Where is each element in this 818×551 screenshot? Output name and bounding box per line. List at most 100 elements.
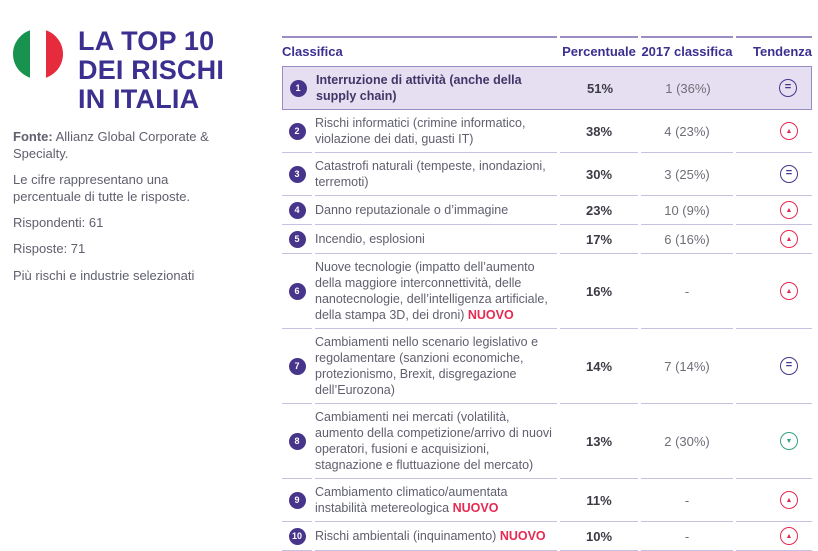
risk-description-cell: Interruzione di attività (anche della su… — [316, 67, 558, 109]
table-row: 10 Rischi ambientali (inquinamento) NUOV… — [282, 522, 812, 551]
risk-description-cell: Rischi ambientali (inquinamento) NUOVO — [315, 522, 557, 551]
risk-description: Cambiamento climatico/aumentata instabil… — [315, 485, 508, 515]
percent-value: 17% — [560, 225, 638, 254]
source-note: Fonte: Allianz Global Corporate & Specia… — [13, 128, 209, 162]
trend-up-icon: ▲ — [780, 491, 798, 509]
rank-badge: 7 — [288, 357, 306, 375]
panel-header: LA TOP 10 DEI RISCHI IN ITALIA — [13, 27, 272, 114]
previous-rank-value: 4 (23%) — [641, 110, 733, 153]
column-header-percentuale: Percentuale — [560, 36, 638, 66]
note-respondents: Rispondenti: 61 — [13, 215, 104, 231]
percent-value: 14% — [560, 329, 638, 404]
rank-cell: 10 — [282, 522, 312, 551]
trend-cell: ▲ — [736, 110, 812, 153]
trend-up-icon: ▲ — [780, 527, 798, 545]
table-row: 6 Nuove tecnologie (impatto dell’aumento… — [282, 254, 812, 329]
trend-equal-icon: = — [780, 165, 798, 183]
risk-description: Incendio, esplosioni — [315, 232, 425, 246]
flag-green-stripe — [13, 29, 30, 79]
trend-up-icon: ▲ — [780, 230, 798, 248]
trend-cell: ▼ — [736, 404, 812, 479]
title-line-2: DEI RISCHI — [78, 54, 225, 85]
trend-cell: ▲ — [736, 196, 812, 225]
percent-value: 51% — [586, 80, 614, 96]
risk-description: Cambiamenti nei mercati (volatilità, aum… — [315, 410, 552, 472]
rank-badge: 4 — [288, 201, 306, 219]
italy-flag-icon — [13, 29, 63, 79]
table-row: 2 Rischi informatici (crimine informatic… — [282, 110, 812, 153]
rank-badge: 2 — [288, 122, 306, 140]
trend-cell: = — [736, 329, 812, 404]
risk-description: Cambiamenti nello scenario legislativo e… — [315, 335, 539, 397]
risk-description: Interruzione di attività (anche della su… — [316, 73, 522, 103]
title-line-3: IN ITALIA — [78, 83, 200, 114]
percent-value: 10% — [560, 522, 638, 551]
panel-notes: Fonte: Allianz Global Corporate & Specia… — [13, 128, 209, 284]
risk-description-cell: Cambiamenti nello scenario legislativo e… — [315, 329, 557, 404]
flag-white-stripe — [29, 29, 47, 79]
rank-badge: 5 — [288, 230, 306, 248]
previous-rank-value: 10 (9%) — [641, 196, 733, 225]
risk-description: Rischi ambientali (inquinamento) — [315, 529, 500, 543]
table-row: 4 Danno reputazionale o d’immagine 23% 1… — [282, 196, 812, 225]
column-header-classifica: Classifica — [282, 36, 557, 66]
trend-equal-icon: = — [780, 357, 798, 375]
risk-description-cell: Rischi informatici (crimine informatico,… — [315, 110, 557, 153]
trend-up-icon: ▲ — [780, 201, 798, 219]
previous-rank-value: - — [641, 254, 733, 329]
rank-cell: 7 — [282, 329, 312, 404]
rank-badge: 8 — [288, 432, 306, 450]
flag-red-stripe — [46, 29, 63, 79]
trend-cell: ▲ — [736, 225, 812, 254]
table-row: 3 Catastrofi naturali (tempeste, inondaz… — [282, 153, 812, 196]
table-header-row: Classifica Percentuale 2017 classifica T… — [282, 36, 812, 66]
rank-cell: 6 — [282, 254, 312, 329]
rank-cell: 9 — [282, 479, 312, 522]
previous-rank-value: - — [641, 479, 733, 522]
table-body: 1 Interruzione di attività (anche della … — [282, 66, 812, 551]
risk-description-cell: Catastrofi naturali (tempeste, inondazio… — [315, 153, 557, 196]
trend-cell: = — [737, 67, 811, 109]
table-row: 7 Cambiamenti nello scenario legislativo… — [282, 329, 812, 404]
new-label: NUOVO — [452, 501, 499, 515]
info-panel: LA TOP 10 DEI RISCHI IN ITALIA Fonte: Al… — [0, 0, 272, 546]
risk-description: Nuove tecnologie (impatto dell’aumento d… — [315, 260, 548, 322]
rank-badge: 3 — [288, 165, 306, 183]
rank-badge: 1 — [289, 79, 307, 97]
rank-cell: 1 — [283, 67, 313, 109]
table-row: 8 Cambiamenti nei mercati (volatilità, a… — [282, 404, 812, 479]
risk-description-cell: Cambiamenti nei mercati (volatilità, aum… — [315, 404, 557, 479]
trend-down-icon: ▼ — [780, 432, 798, 450]
rank-badge: 10 — [288, 527, 306, 545]
source-label: Fonte: — [13, 128, 53, 144]
risk-description: Rischi informatici (crimine informatico,… — [315, 116, 526, 146]
trend-cell: ▲ — [736, 522, 812, 551]
table-row: 9 Cambiamento climatico/aumentata instab… — [282, 479, 812, 522]
risk-description-cell: Nuove tecnologie (impatto dell’aumento d… — [315, 254, 557, 329]
rank-cell: 8 — [282, 404, 312, 479]
trend-cell: ▲ — [736, 254, 812, 329]
risk-description: Catastrofi naturali (tempeste, inondazio… — [315, 159, 546, 189]
risk-description-cell: Cambiamento climatico/aumentata instabil… — [315, 479, 557, 522]
rank-badge: 9 — [288, 491, 306, 509]
column-header-2017-classifica: 2017 classifica — [641, 36, 733, 66]
percent-value: 13% — [560, 404, 638, 479]
note-figures: Le cifre rappresentano una percentuale d… — [13, 171, 191, 205]
column-header-tendenza: Tendenza — [736, 36, 812, 66]
previous-rank-value: 3 (25%) — [641, 153, 733, 196]
percent-value: 38% — [560, 110, 638, 153]
table-row: 5 Incendio, esplosioni 17% 6 (16%) ▲ — [282, 225, 812, 254]
risk-table: Classifica Percentuale 2017 classifica T… — [282, 36, 812, 551]
previous-rank-value: 7 (14%) — [641, 329, 733, 404]
risk-description-cell: Danno reputazionale o d’immagine — [315, 196, 557, 225]
rank-cell: 3 — [282, 153, 312, 196]
previous-rank-value: - — [641, 522, 733, 551]
trend-up-icon: ▲ — [780, 282, 798, 300]
note-responses: Risposte: 71 — [13, 241, 86, 257]
risk-description: Danno reputazionale o d’immagine — [315, 203, 509, 217]
rank-cell: 4 — [282, 196, 312, 225]
percent-value: 23% — [560, 196, 638, 225]
trend-up-icon: ▲ — [780, 122, 798, 140]
rank-badge: 6 — [288, 282, 306, 300]
